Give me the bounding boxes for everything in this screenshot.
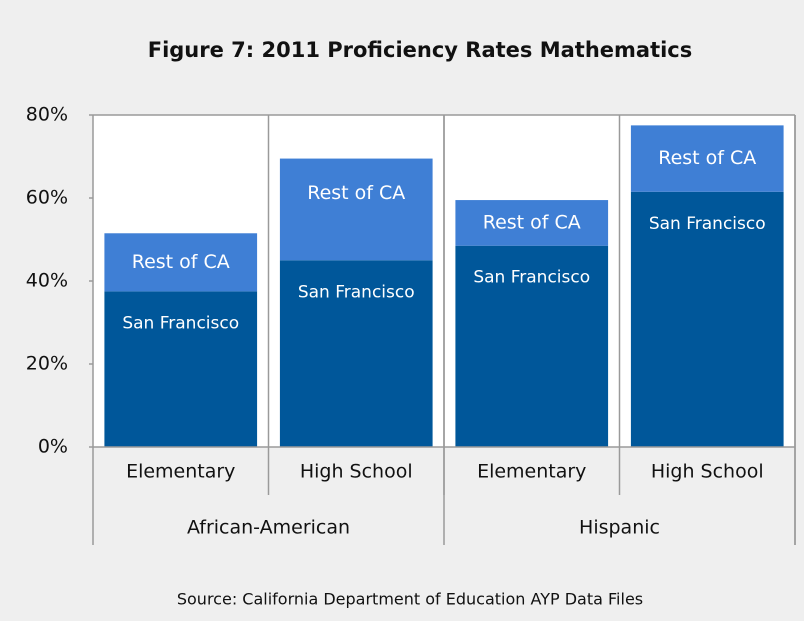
y-tick-label: 40%: [26, 270, 68, 292]
bar-segment: [104, 233, 258, 292]
bar-segment: [279, 260, 433, 447]
segment-label: San Francisco: [122, 313, 239, 333]
x-tick-label: High School: [651, 461, 764, 483]
y-tick-label: 80%: [26, 104, 68, 126]
segment-label: Rest of CA: [132, 251, 230, 273]
y-tick-label: 60%: [26, 187, 68, 209]
bar-segment: [455, 245, 609, 447]
x-tick-label: Elementary: [126, 461, 235, 483]
bar-segment: [279, 158, 433, 261]
group-label: Hispanic: [579, 517, 660, 539]
segment-label: San Francisco: [298, 282, 415, 302]
bar-segment: [630, 125, 784, 192]
bar-segment: [455, 200, 609, 246]
y-tick-label: 0%: [38, 436, 68, 458]
bar-segment: [630, 191, 784, 447]
segment-label: Rest of CA: [483, 211, 581, 233]
x-tick-label: Elementary: [477, 461, 586, 483]
segment-label: Rest of CA: [307, 182, 405, 204]
segment-label: Rest of CA: [658, 147, 756, 169]
group-label: African-American: [187, 517, 350, 539]
source-note: Source: California Department of Educati…: [177, 590, 643, 609]
x-tick-label: High School: [300, 461, 413, 483]
segment-label: San Francisco: [473, 268, 590, 288]
y-tick-label: 20%: [26, 353, 68, 375]
bar-segment: [104, 291, 258, 447]
chart-title: Figure 7: 2011 Proficiency Rates Mathema…: [148, 38, 693, 62]
segment-label: San Francisco: [649, 214, 766, 234]
